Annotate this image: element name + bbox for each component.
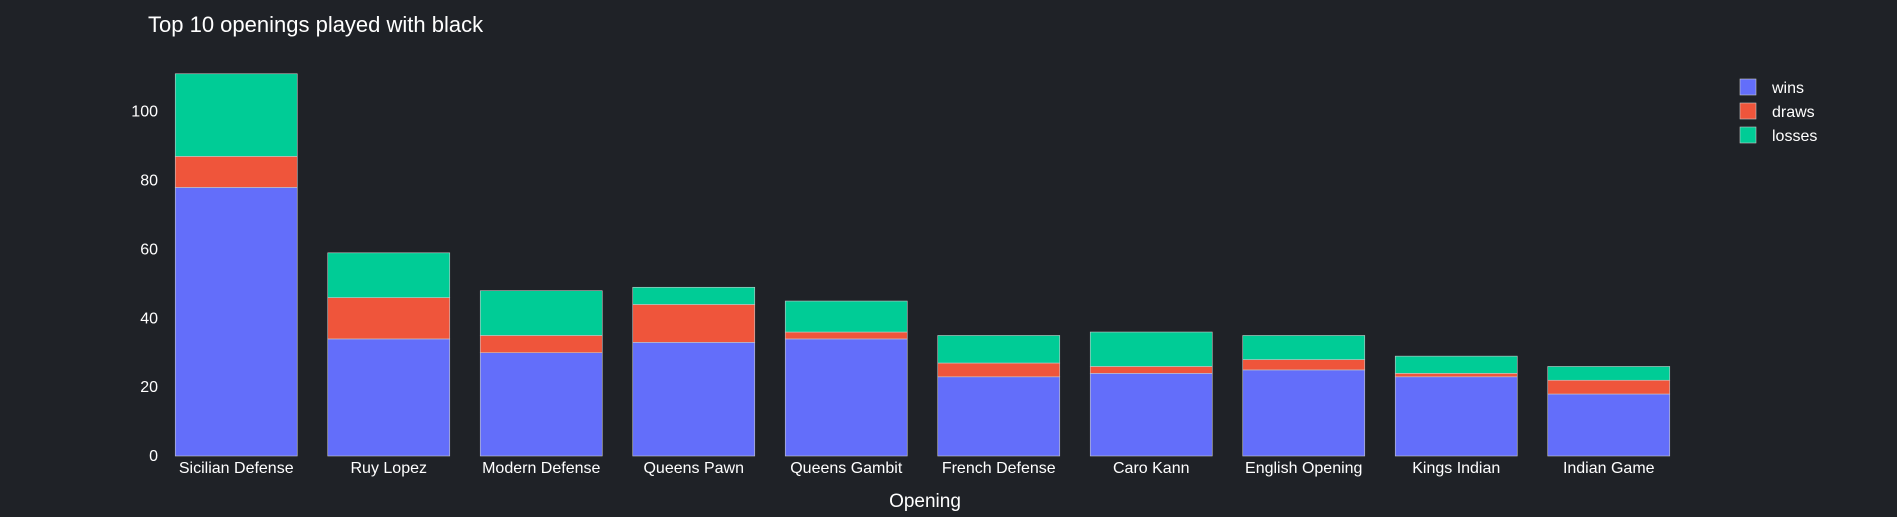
x-tick-label: Caro Kann [1113,460,1190,477]
x-axis: Sicilian Defense Ruy Lopez Modern Defense Q… [179,460,1655,477]
x-tick-label: Indian Game [1563,460,1655,477]
y-tick-label: 100 [131,104,158,121]
bar-draws-caro-kann[interactable] [1089,366,1213,374]
bar-wins-modern-defense[interactable] [479,352,603,457]
bar-losses-sicilian-defense[interactable] [174,73,298,157]
bar-losses-queens-gambit[interactable] [784,300,908,333]
legend-swatch [1739,102,1757,120]
legend-item-draws[interactable]: draws [1739,102,1815,121]
bar-draws-queens-pawn[interactable] [632,304,756,343]
bar-wins-queens-gambit[interactable] [784,338,908,457]
x-tick-label: Sicilian Defense [179,460,294,477]
y-tick-label: 0 [149,448,158,465]
x-tick-label: Ruy Lopez [351,460,428,477]
x-tick-label: English Opening [1245,460,1362,477]
bar-wins-caro-kann[interactable] [1089,373,1213,457]
legend-label: draws [1772,104,1815,121]
x-axis-title: Opening [889,491,961,512]
bar-wins-sicilian-defense[interactable] [174,187,298,457]
y-tick-label: 40 [140,310,158,327]
bar-wins-queens-pawn[interactable] [632,342,756,457]
bar-losses-english-opening[interactable] [1242,335,1366,360]
bar-draws-sicilian-defense[interactable] [174,156,298,188]
legend-swatch [1739,78,1757,96]
bar-losses-ruy-lopez[interactable] [327,252,451,298]
bar-draws-french-defense[interactable] [937,362,1061,378]
x-tick-label: French Defense [942,460,1056,477]
y-tick-label: 20 [140,379,158,396]
bar-losses-modern-defense[interactable] [479,290,603,336]
bar-wins-english-opening[interactable] [1242,369,1366,457]
bar-draws-english-opening[interactable] [1242,359,1366,371]
bar-losses-indian-game[interactable] [1547,366,1671,381]
x-tick-label: Queens Pawn [643,460,744,477]
y-tick-label: 80 [140,173,158,190]
x-tick-label: Modern Defense [482,460,600,477]
legend-label: losses [1772,128,1817,145]
y-axis: 0 20 40 60 80 100 [131,104,158,465]
bar-wins-french-defense[interactable] [937,376,1061,457]
legend-item-wins[interactable]: wins [1739,78,1804,97]
bars [174,73,1671,457]
bar-losses-french-defense[interactable] [937,335,1061,364]
bar-losses-kings-indian[interactable] [1394,355,1518,374]
bar-wins-kings-indian[interactable] [1394,376,1518,457]
bar-losses-caro-kann[interactable] [1089,331,1213,367]
chart-title: Top 10 openings played with black [148,12,484,37]
legend-item-losses[interactable]: losses [1739,126,1817,145]
bar-draws-queens-gambit[interactable] [784,331,908,340]
bar-draws-modern-defense[interactable] [479,335,603,353]
y-tick-label: 60 [140,241,158,258]
x-tick-label: Kings Indian [1412,460,1500,477]
legend-label: wins [1771,80,1804,97]
x-tick-label: Queens Gambit [790,460,903,477]
bar-wins-ruy-lopez[interactable] [327,338,451,457]
bar-draws-kings-indian[interactable] [1394,373,1518,378]
bar-draws-indian-game[interactable] [1547,379,1671,395]
bar-losses-queens-pawn[interactable] [632,286,756,305]
legend-swatch [1739,126,1757,144]
bar-draws-ruy-lopez[interactable] [327,297,451,340]
legend[interactable]: wins draws losses [1739,78,1817,145]
bar-wins-indian-game[interactable] [1547,393,1671,457]
